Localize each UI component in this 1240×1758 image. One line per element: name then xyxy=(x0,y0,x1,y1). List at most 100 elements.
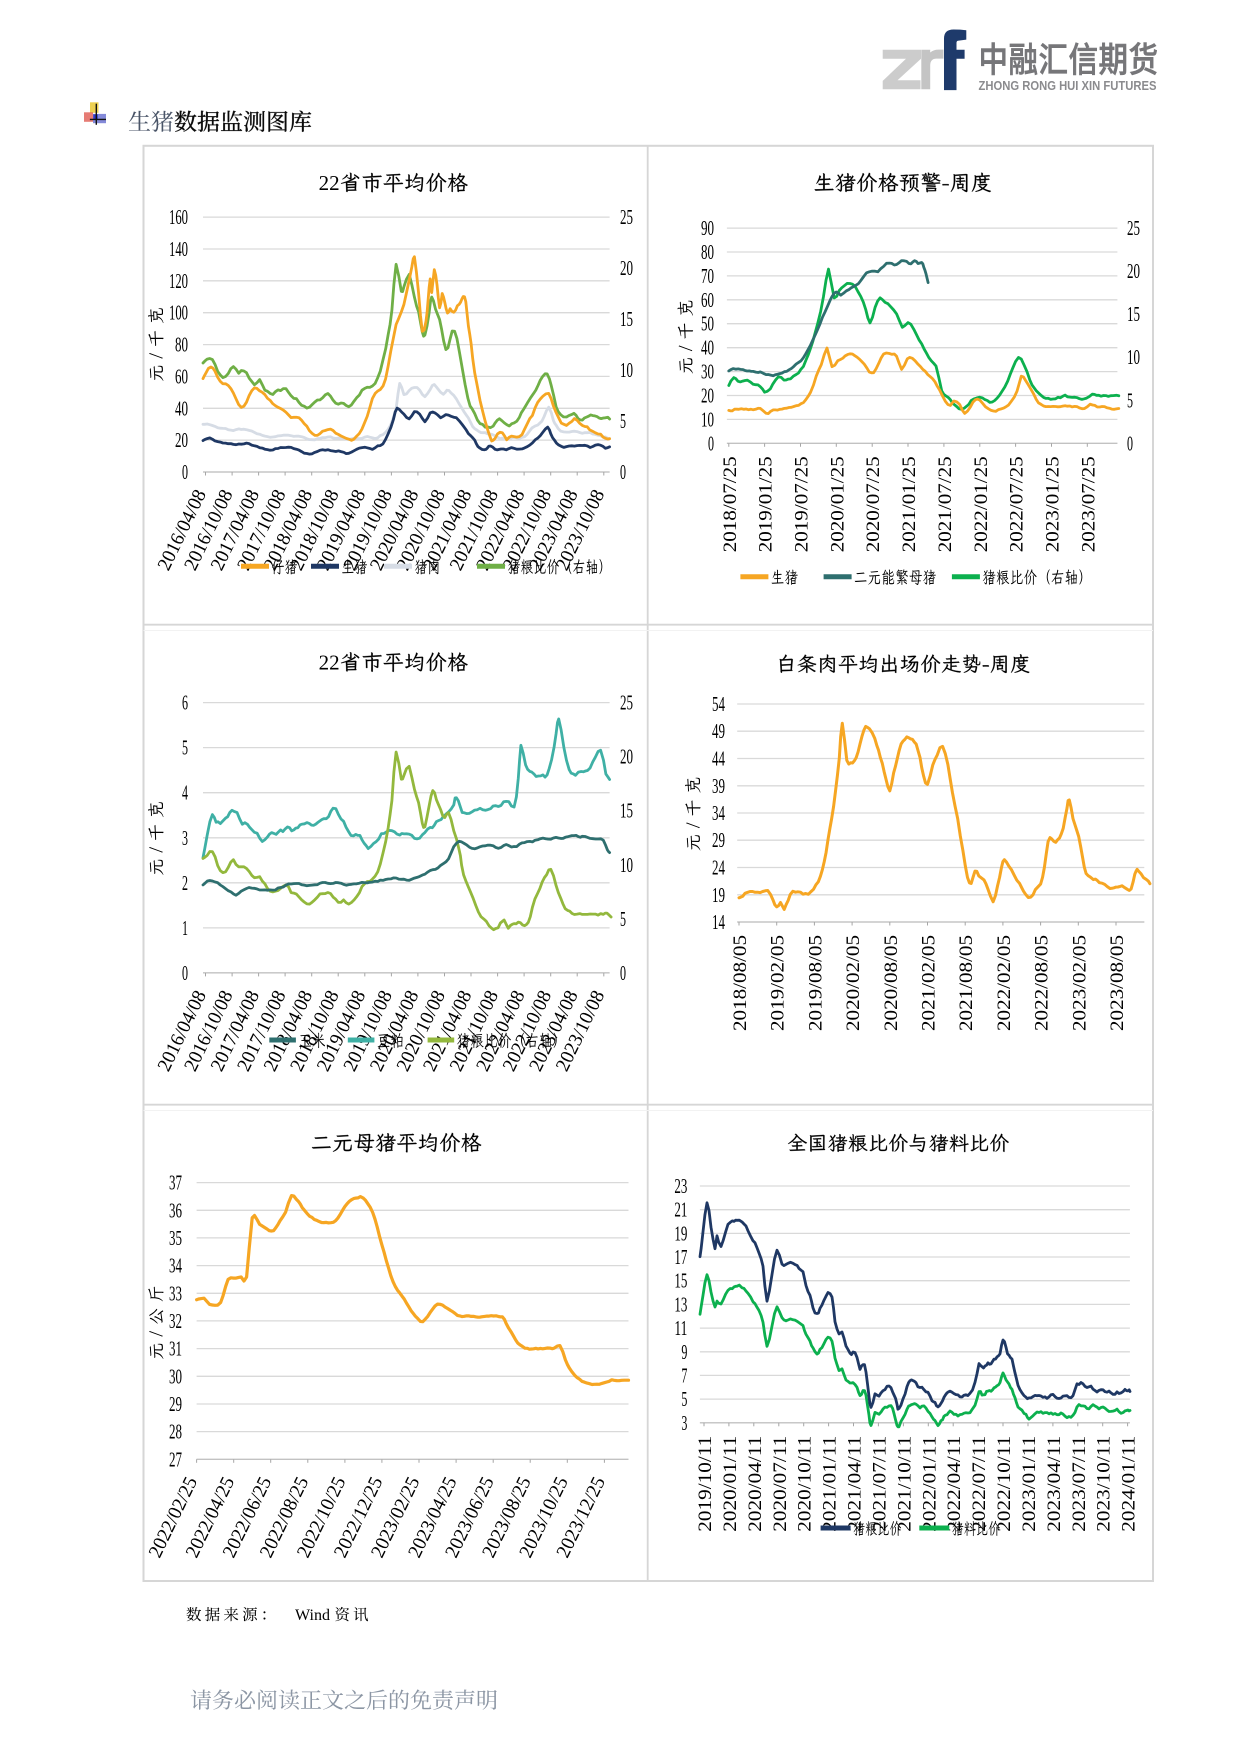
svg-text:20: 20 xyxy=(620,256,633,280)
svg-text:13: 13 xyxy=(674,1292,687,1316)
svg-text:2019/01/25: 2019/01/25 xyxy=(756,456,777,552)
svg-text:2022/07/11: 2022/07/11 xyxy=(969,1436,990,1532)
svg-text:34: 34 xyxy=(712,801,725,825)
svg-text:2021/01/25: 2021/01/25 xyxy=(899,456,920,552)
svg-text:34: 34 xyxy=(169,1254,182,1278)
svg-text:3: 3 xyxy=(182,826,188,850)
svg-text:60: 60 xyxy=(175,364,188,388)
svg-text:25: 25 xyxy=(620,691,633,715)
svg-text:2021/01/11: 2021/01/11 xyxy=(820,1436,841,1532)
svg-text:2022/10/11: 2022/10/11 xyxy=(994,1436,1015,1532)
svg-text:36: 36 xyxy=(169,1198,182,1222)
svg-text:2022/04/11: 2022/04/11 xyxy=(944,1436,965,1532)
svg-text:100: 100 xyxy=(169,301,188,325)
svg-text:22: 22 xyxy=(319,171,340,195)
svg-text:10: 10 xyxy=(701,407,714,431)
svg-text:27: 27 xyxy=(169,1447,182,1471)
svg-text:10: 10 xyxy=(620,853,633,877)
svg-text:0: 0 xyxy=(620,961,626,985)
svg-text:2018/08/05: 2018/08/05 xyxy=(730,935,751,1031)
svg-text:25: 25 xyxy=(1127,216,1140,240)
svg-text:39: 39 xyxy=(712,774,725,798)
svg-text:25: 25 xyxy=(620,205,633,229)
svg-text:30: 30 xyxy=(701,360,714,384)
svg-text:160: 160 xyxy=(169,205,188,229)
svg-text:2018/07/25: 2018/07/25 xyxy=(720,456,741,552)
svg-text:20: 20 xyxy=(620,745,633,769)
svg-text:5: 5 xyxy=(681,1387,687,1411)
svg-text:15: 15 xyxy=(620,307,633,331)
svg-text:20: 20 xyxy=(1127,259,1140,283)
svg-text:0: 0 xyxy=(620,460,626,484)
svg-text:2019/07/25: 2019/07/25 xyxy=(792,456,813,552)
svg-text:2021/08/05: 2021/08/05 xyxy=(956,935,977,1031)
svg-text:49: 49 xyxy=(712,719,725,743)
svg-text:0: 0 xyxy=(182,460,188,484)
svg-text:50: 50 xyxy=(701,312,714,336)
svg-text:20: 20 xyxy=(175,428,188,452)
svg-text:9: 9 xyxy=(681,1340,687,1364)
svg-text:23: 23 xyxy=(674,1174,687,1198)
svg-text:5: 5 xyxy=(1127,388,1133,412)
svg-text:2020/10/11: 2020/10/11 xyxy=(795,1436,816,1532)
svg-text:15: 15 xyxy=(674,1269,687,1293)
svg-text:40: 40 xyxy=(701,336,714,360)
svg-text:2020/08/05: 2020/08/05 xyxy=(881,935,902,1031)
svg-text:2023/07/25: 2023/07/25 xyxy=(1078,456,1099,552)
svg-text:2023/01/11: 2023/01/11 xyxy=(1019,1436,1040,1532)
svg-text:60: 60 xyxy=(701,288,714,312)
svg-text:2020/01/25: 2020/01/25 xyxy=(827,456,848,552)
svg-text:6: 6 xyxy=(182,691,188,715)
svg-text:0: 0 xyxy=(708,431,714,455)
svg-text:2023/02/05: 2023/02/05 xyxy=(1069,935,1090,1031)
svg-text:2023/01/25: 2023/01/25 xyxy=(1043,456,1064,552)
svg-text:3: 3 xyxy=(681,1411,687,1435)
svg-text:2023/08/05: 2023/08/05 xyxy=(1107,935,1128,1031)
svg-text:15: 15 xyxy=(620,799,633,823)
svg-text:2019/02/05: 2019/02/05 xyxy=(768,935,789,1031)
svg-text:29: 29 xyxy=(169,1392,182,1416)
svg-text:2022/01/25: 2022/01/25 xyxy=(971,456,992,552)
svg-text:20: 20 xyxy=(701,384,714,408)
svg-text:2022/01/11: 2022/01/11 xyxy=(919,1436,940,1532)
svg-text:2020/04/11: 2020/04/11 xyxy=(745,1436,766,1532)
svg-text:2022/02/05: 2022/02/05 xyxy=(994,935,1015,1031)
svg-text:2021/02/05: 2021/02/05 xyxy=(919,935,940,1031)
svg-text:ZHONG RONG HUI XIN FUTURES: ZHONG RONG HUI XIN FUTURES xyxy=(979,78,1157,93)
svg-text:80: 80 xyxy=(175,333,188,357)
svg-text:21: 21 xyxy=(674,1198,687,1222)
svg-text:120: 120 xyxy=(169,269,188,293)
svg-text:2021/07/11: 2021/07/11 xyxy=(869,1436,890,1532)
svg-text:80: 80 xyxy=(701,240,714,264)
svg-text:33: 33 xyxy=(169,1281,182,1305)
svg-text:5: 5 xyxy=(620,907,626,931)
svg-text:10: 10 xyxy=(620,358,633,382)
svg-text:2023/07/11: 2023/07/11 xyxy=(1069,1436,1090,1532)
svg-text:54: 54 xyxy=(712,692,725,716)
svg-text:7: 7 xyxy=(681,1363,687,1387)
svg-text:35: 35 xyxy=(169,1226,182,1250)
svg-text:90: 90 xyxy=(701,216,714,240)
svg-text:1: 1 xyxy=(182,916,188,940)
svg-text:2022/08/05: 2022/08/05 xyxy=(1032,935,1053,1031)
svg-text:32: 32 xyxy=(169,1309,182,1333)
svg-text:5: 5 xyxy=(182,736,188,760)
svg-text:2019/08/05: 2019/08/05 xyxy=(805,935,826,1031)
svg-text:24: 24 xyxy=(712,856,725,880)
svg-text:2020/07/11: 2020/07/11 xyxy=(770,1436,791,1532)
svg-text:2023/04/11: 2023/04/11 xyxy=(1044,1436,1065,1532)
svg-text:Wind: Wind xyxy=(295,1607,330,1624)
svg-text:2020/07/25: 2020/07/25 xyxy=(863,456,884,552)
svg-text:28: 28 xyxy=(169,1420,182,1444)
svg-text:4: 4 xyxy=(182,781,188,805)
svg-text:19: 19 xyxy=(674,1221,687,1245)
svg-text:44: 44 xyxy=(712,747,725,771)
svg-text:2023/10/11: 2023/10/11 xyxy=(1094,1436,1115,1532)
svg-text:11: 11 xyxy=(674,1316,687,1340)
svg-text:29: 29 xyxy=(712,828,725,852)
svg-text:70: 70 xyxy=(701,264,714,288)
svg-text:31: 31 xyxy=(169,1337,182,1361)
svg-text:5: 5 xyxy=(620,409,626,433)
svg-text:2024/01/11: 2024/01/11 xyxy=(1119,1436,1140,1532)
svg-text:2022/07/25: 2022/07/25 xyxy=(1007,456,1028,552)
